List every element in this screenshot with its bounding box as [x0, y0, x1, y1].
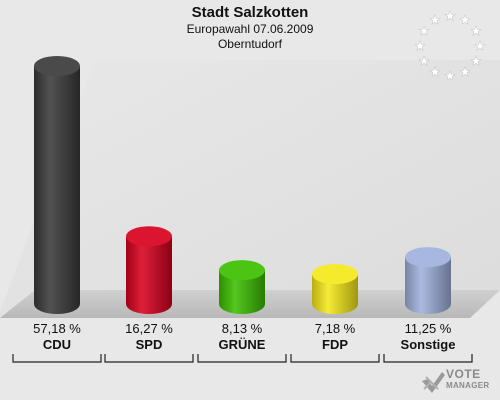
logo-line1: VOTE: [446, 367, 481, 381]
category-bracket: [383, 354, 473, 363]
category-label: SPD: [136, 337, 163, 352]
bar-cdu: [34, 56, 80, 314]
category-bracket: [290, 354, 380, 363]
category-bracket: [104, 354, 194, 363]
bar-spd: [126, 226, 172, 314]
category-brackets: [12, 354, 473, 363]
bar-sonstige: [405, 247, 451, 314]
category-label: Sonstige: [401, 337, 456, 352]
logo-line2: MANAGER: [446, 381, 490, 390]
chart-subtitle: Europawahl 07.06.2009: [186, 22, 314, 36]
bar-gr-ne: [219, 260, 265, 314]
category-bracket: [12, 354, 102, 363]
bar-fdp: [312, 264, 358, 314]
chart-title: Stadt Salzkotten: [191, 4, 309, 21]
category-label: GRÜNE: [219, 337, 266, 352]
vote-manager-check-icon: [422, 372, 445, 393]
category-label: CDU: [43, 337, 71, 352]
value-label: 16,27 %: [125, 321, 173, 336]
value-label: 7,18 %: [315, 321, 356, 336]
value-label: 8,13 %: [222, 321, 263, 336]
eu-stars-icon: [414, 9, 486, 81]
value-label: 11,25 %: [405, 321, 452, 336]
vote-manager-logo: VOTE MANAGER: [420, 367, 496, 397]
category-bracket: [197, 354, 287, 363]
category-label: FDP: [322, 337, 348, 352]
chart-district: Oberntudorf: [217, 37, 283, 51]
value-label: 57,18 %: [33, 321, 81, 336]
